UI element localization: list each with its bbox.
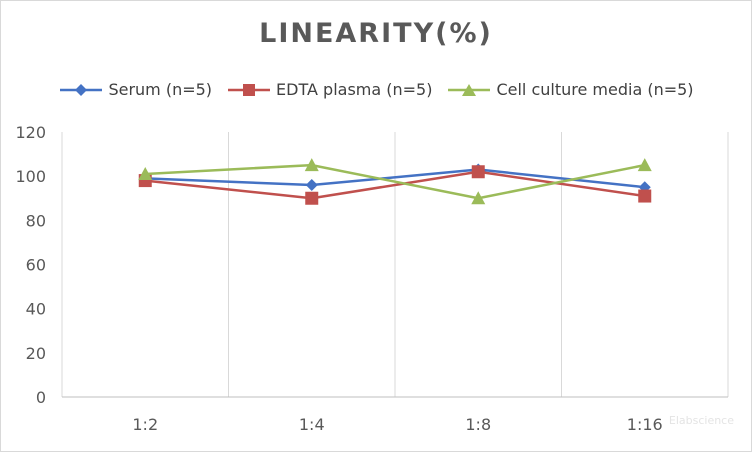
- legend-label-edta-plasma: EDTA plasma (n=5): [276, 80, 433, 99]
- x-tick-label: 1:2: [132, 415, 158, 434]
- legend-marker-cell-culture-media: [448, 83, 491, 96]
- chart-legend: Serum (n=5) EDTA plasma (n=5) Cell cultu…: [0, 80, 752, 99]
- data-point-edta-plasma: [638, 189, 652, 203]
- y-tick-label: 40: [26, 300, 46, 319]
- y-tick-label: 60: [26, 256, 46, 275]
- data-point-edta-plasma: [471, 165, 485, 179]
- data-point-cell-culture-media: [138, 166, 153, 180]
- data-point-cell-culture-media: [471, 191, 486, 205]
- legend-item-serum: Serum (n=5): [58, 80, 212, 99]
- series-line-cell-culture-media: [145, 163, 645, 200]
- legend-label-serum: Serum (n=5): [108, 80, 213, 99]
- series-line-serum: [145, 168, 645, 189]
- watermark-text: Elabscience: [668, 414, 734, 427]
- data-point-serum: [305, 179, 318, 191]
- chart-title: LINEARITY(%): [259, 18, 493, 49]
- y-tick-label: 100: [15, 167, 46, 186]
- y-tick-label: 0: [36, 388, 46, 407]
- data-point-cell-culture-media: [637, 158, 652, 172]
- legend-label-cell-culture-media: Cell culture media (n=5): [496, 80, 694, 99]
- data-point-edta-plasma: [305, 191, 319, 205]
- data-point-cell-culture-media: [304, 158, 319, 172]
- x-tick-label: 1:8: [465, 415, 491, 434]
- y-tick-label: 120: [15, 123, 46, 142]
- legend-item-edta-plasma: EDTA plasma (n=5): [226, 80, 432, 99]
- y-tick-label: 20: [26, 344, 46, 363]
- x-tick-label: 1:16: [627, 415, 663, 434]
- legend-item-cell-culture-media: Cell culture media (n=5): [446, 80, 694, 99]
- legend-marker-edta-plasma: [228, 83, 271, 96]
- x-tick-label: 1:4: [299, 415, 325, 434]
- legend-marker-serum: [60, 83, 103, 96]
- series-line-edta-plasma: [145, 170, 645, 200]
- y-tick-label: 80: [26, 211, 46, 230]
